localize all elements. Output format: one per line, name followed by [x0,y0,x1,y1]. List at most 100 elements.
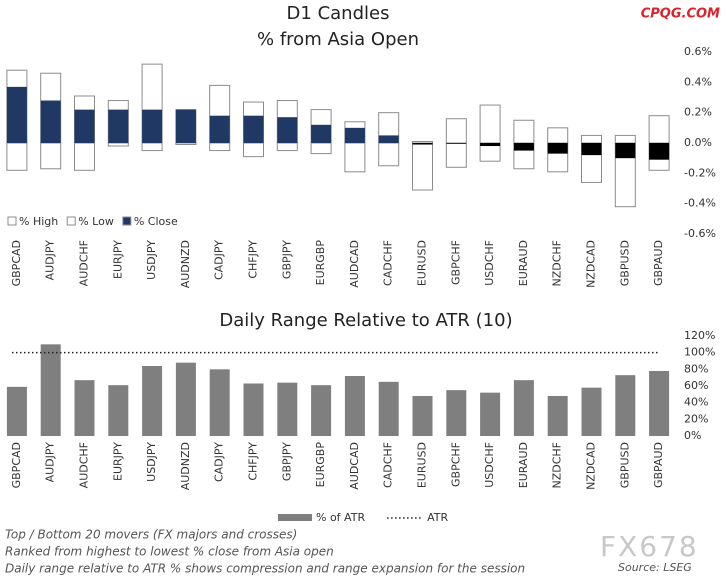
bar [108,385,129,436]
y-tick-label: 0% [684,429,701,442]
x-tick-label: GBPJPY [280,240,293,279]
legend-swatch [122,216,132,226]
low-bar [141,142,163,152]
low-bar [243,142,264,158]
x-tick-label: GBPCHF [449,240,462,285]
x-tick-label: USDCHF [483,240,496,286]
chart-title: Daily Range Relative to ATR (10) [219,310,512,331]
x-tick-label: AUDJPY [44,240,57,281]
bar [581,387,602,436]
low-bar [344,142,366,173]
close-bar [40,100,61,143]
x-tick-label: CADCHF [382,240,395,286]
chart-title: D1 Candles [287,3,390,24]
x-tick-label: GBPJPY [280,442,293,481]
x-tick-label: AUDCAD [348,240,361,288]
legend-swatch [7,216,17,226]
close-bar [513,143,534,151]
x-tick-label: AUDNZD [179,240,192,288]
bar [480,392,501,436]
x-tick-label: AUDCHF [78,442,91,488]
x-tick-label: NZDCHF [551,442,564,489]
x-tick-label: CHFJPY [247,240,260,279]
x-tick-label: EURUSD [416,240,429,286]
x-tick-label: AUDJPY [44,442,57,483]
y-tick-label: 0.4% [684,75,712,88]
close-bar [378,135,399,143]
x-tick-label: CADJPY [213,240,226,280]
y-tick-label: 20% [684,412,708,425]
legend-label: % Low [78,215,114,228]
note: Daily range relative to ATR % shows comp… [5,562,525,576]
x-tick-label: EURUSD [416,442,429,488]
x-tick-label: USDJPY [145,240,158,280]
low-bar [412,142,433,191]
close-bar [547,143,568,154]
x-tick-label: CADCHF [382,442,395,488]
legend-swatch [278,514,312,521]
x-tick-label: GBPAUD [652,240,665,286]
bar [142,366,163,436]
x-tick-label: GBPCAD [10,240,23,286]
legend-label: % Close [134,215,178,228]
bar [649,371,670,436]
x-tick-label: AUDNZD [179,442,192,490]
close-bar [6,86,27,143]
low-bar [310,142,332,155]
y-tick-label: 0.2% [684,106,712,119]
x-tick-label: NZDCAD [585,442,598,490]
x-tick-label: GBPUSD [618,240,631,286]
bar [615,375,636,436]
y-tick-label: 120% [684,329,715,342]
y-tick-label: 0.6% [684,45,712,58]
close-bar [175,109,196,143]
close-bar [142,109,163,143]
bar [175,362,196,436]
y-tick-label: -0.4% [684,197,716,210]
y-tick-label: -0.6% [684,227,716,240]
x-tick-label: USDCHF [483,442,496,488]
close-bar [615,143,636,159]
close-bar [480,143,501,147]
bar [311,385,332,436]
x-tick-label: GBPAUD [652,442,665,488]
legend-label: % of ATR [316,511,365,524]
high-bar [581,134,602,144]
close-bar [108,109,129,143]
x-tick-label: GBPCAD [10,442,23,488]
legend-label: ATR [427,511,448,524]
bar [412,396,433,436]
low-bar [74,142,95,171]
watermark: FX678 [600,530,699,563]
x-tick-label: GBPUSD [618,442,631,488]
low-bar [445,142,467,168]
low-bar [107,142,129,147]
bar [243,383,264,436]
close-bar [446,143,467,144]
x-tick-label: AUDCHF [78,240,91,286]
close-bar [581,143,602,156]
x-tick-label: AUDCAD [348,442,361,490]
y-tick-label: 100% [684,346,715,359]
y-tick-label: 80% [684,362,708,375]
bar [446,390,467,436]
brand: CPQG.COM [641,7,720,22]
close-bar [243,115,264,143]
high-bar [445,118,467,144]
x-tick-label: CADJPY [213,442,226,482]
x-tick-label: NZDCHF [551,240,564,287]
chart-subtitle: % from Asia Open [257,29,419,50]
x-tick-label: EURGBP [314,442,327,488]
bar [547,396,568,436]
bar [40,344,61,436]
close-bar [344,127,365,143]
close-bar [74,109,95,143]
low-bar [175,142,197,146]
legend-swatch [66,216,76,226]
note: Ranked from highest to lowest % close fr… [5,545,334,559]
x-tick-label: EURAUD [517,442,530,488]
low-bar [6,142,28,171]
low-bar [209,142,231,152]
